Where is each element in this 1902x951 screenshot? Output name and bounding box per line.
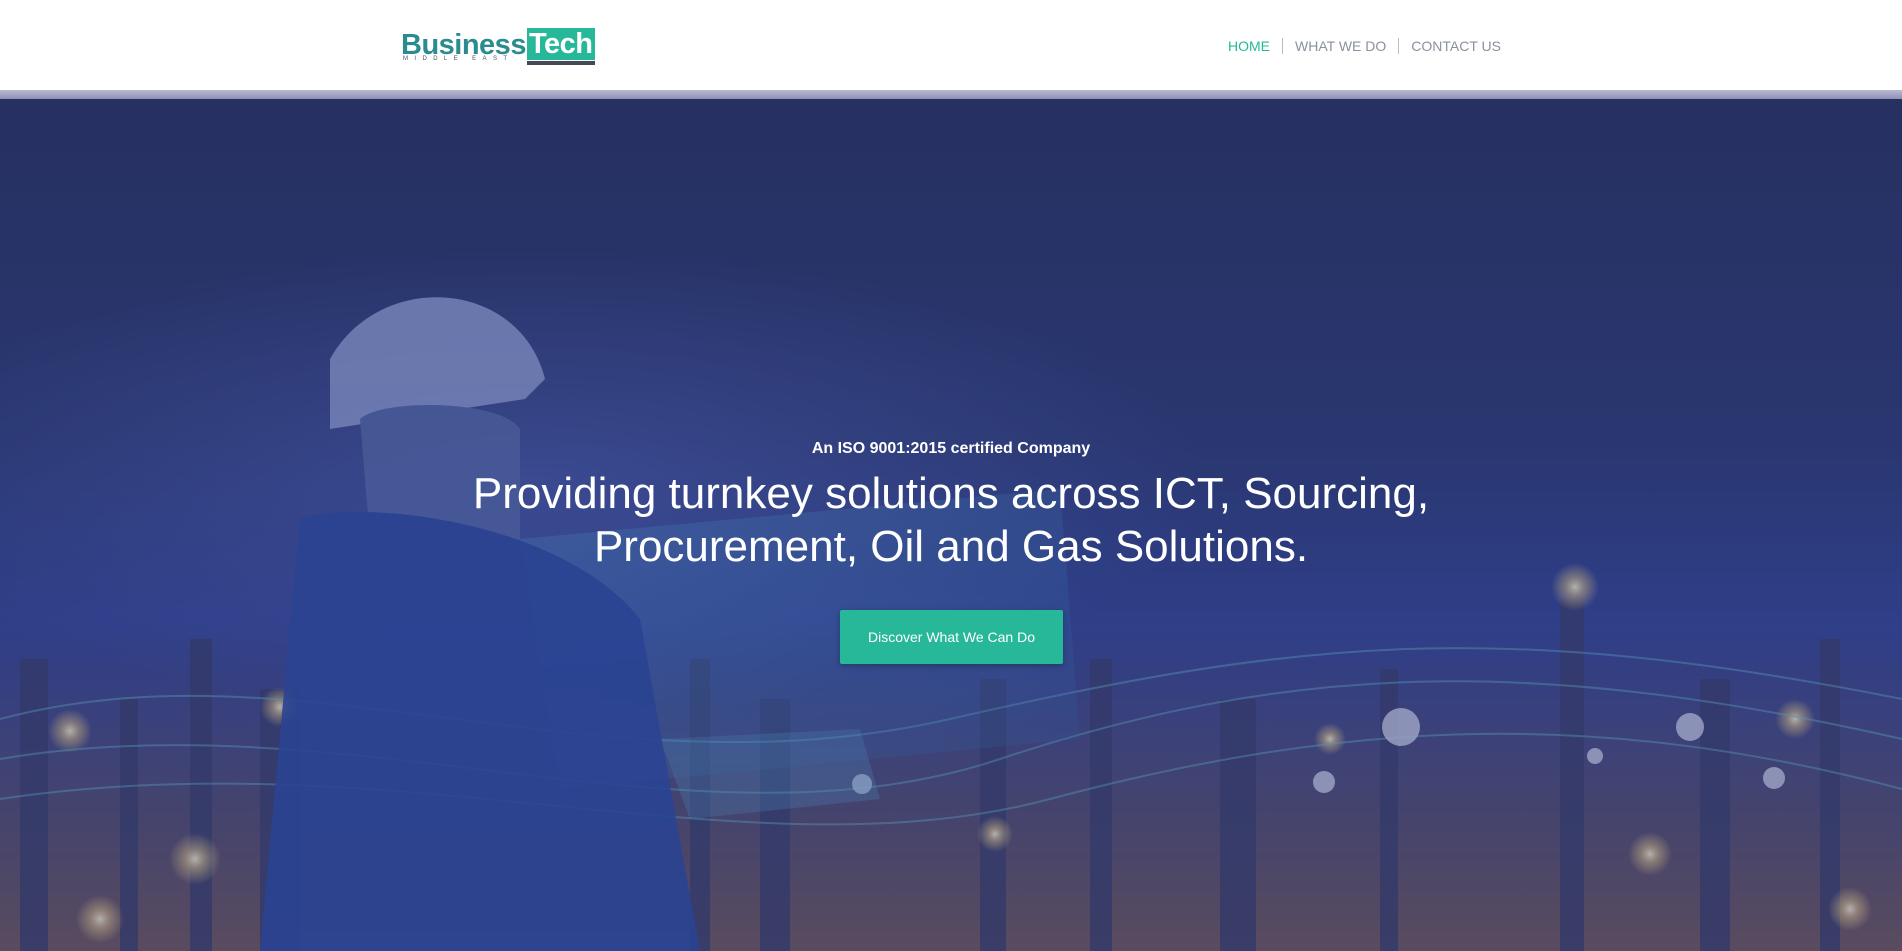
hero-background-image bbox=[0, 99, 1902, 951]
nav-what-we-do[interactable]: WHAT WE DO bbox=[1295, 38, 1387, 54]
logo-text-business: Business bbox=[401, 29, 526, 61]
hero-headline: Providing turnkey solutions across ICT, … bbox=[0, 467, 1902, 573]
logo-text-tech: Tech bbox=[526, 28, 595, 60]
hero-section: An ISO 9001:2015 certified Company Provi… bbox=[0, 99, 1902, 951]
nav-home[interactable]: HOME bbox=[1228, 38, 1271, 54]
nav-divider bbox=[1282, 38, 1284, 54]
logo-subtitle: MIDDLE EAST bbox=[403, 56, 514, 62]
main-nav: HOME WHAT WE DO CONTACT US bbox=[1228, 38, 1501, 54]
businesstech-logo[interactable]: Business Tech MIDDLE EAST bbox=[401, 28, 595, 66]
header-divider bbox=[0, 90, 1902, 99]
hero-content: An ISO 9001:2015 certified Company Provi… bbox=[0, 99, 1902, 951]
logo-underline bbox=[526, 61, 595, 65]
hero-headline-line1: Providing turnkey solutions across ICT, … bbox=[472, 469, 1430, 518]
nav-contact-us[interactable]: CONTACT US bbox=[1411, 38, 1501, 54]
nav-divider bbox=[1398, 38, 1400, 54]
logo-tech-block: Tech bbox=[526, 28, 595, 65]
discover-button[interactable]: Discover What We Can Do bbox=[840, 610, 1063, 664]
hero-tagline: An ISO 9001:2015 certified Company bbox=[811, 440, 1091, 457]
site-header: Business Tech MIDDLE EAST HOME WHAT WE D… bbox=[0, 0, 1902, 90]
hero-headline-line2: Procurement, Oil and Gas Solutions. bbox=[593, 522, 1309, 571]
